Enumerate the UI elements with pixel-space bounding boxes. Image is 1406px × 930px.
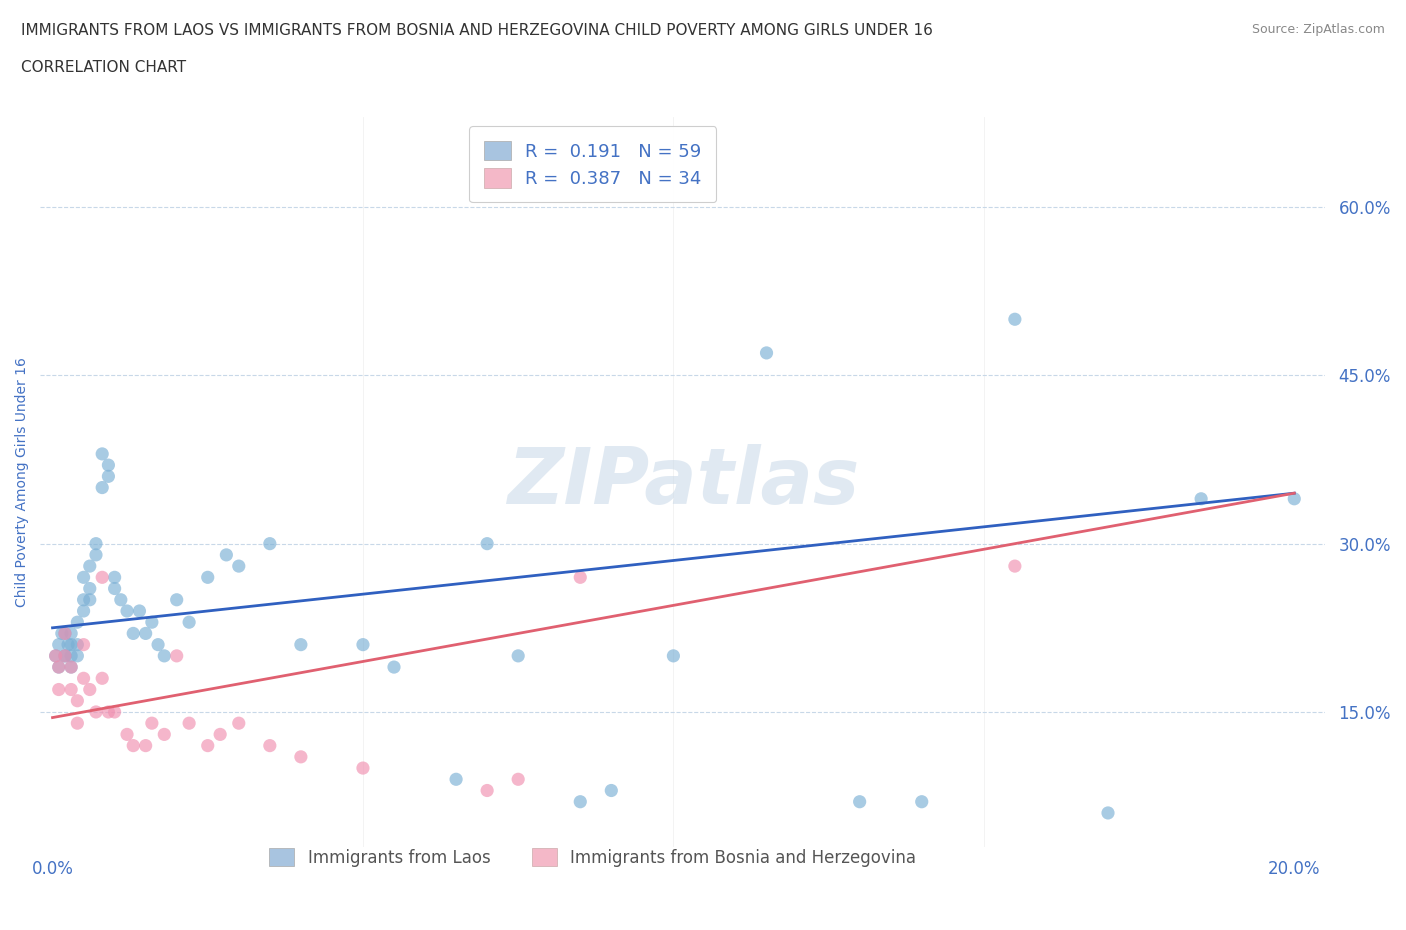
Point: [122, 738, 145, 753]
Point: [141, 615, 163, 630]
Point: [215, 548, 238, 563]
Point: [72, 570, 94, 585]
Point: [60, 682, 83, 697]
Point: [48, 637, 70, 652]
Point: [179, 615, 201, 630]
Point: [60, 637, 83, 652]
Point: [79, 592, 101, 607]
Point: [153, 648, 176, 663]
Point: [97, 705, 120, 720]
Point: [66, 615, 89, 630]
Point: [197, 570, 219, 585]
Point: [53, 626, 76, 641]
Point: [104, 705, 127, 720]
Point: [1004, 312, 1026, 326]
Point: [79, 581, 101, 596]
Point: [45, 648, 67, 663]
Point: [104, 581, 127, 596]
Point: [569, 794, 592, 809]
Point: [48, 659, 70, 674]
Point: [290, 637, 312, 652]
Point: [91, 446, 114, 461]
Point: [122, 626, 145, 641]
Text: Source: ZipAtlas.com: Source: ZipAtlas.com: [1251, 23, 1385, 36]
Point: [91, 480, 114, 495]
Point: [146, 637, 169, 652]
Point: [45, 648, 67, 663]
Point: [79, 682, 101, 697]
Point: [53, 648, 76, 663]
Point: [135, 738, 157, 753]
Point: [66, 693, 89, 708]
Point: [53, 626, 76, 641]
Point: [79, 559, 101, 574]
Point: [91, 570, 114, 585]
Point: [60, 626, 83, 641]
Point: [352, 637, 374, 652]
Point: [56, 637, 79, 652]
Point: [1284, 491, 1306, 506]
Point: [141, 716, 163, 731]
Point: [60, 659, 83, 674]
Point: [166, 648, 188, 663]
Point: [51, 626, 73, 641]
Point: [352, 761, 374, 776]
Point: [104, 570, 127, 585]
Point: [84, 548, 107, 563]
Point: [84, 705, 107, 720]
Point: [508, 772, 530, 787]
Point: [48, 682, 70, 697]
Point: [153, 727, 176, 742]
Point: [72, 637, 94, 652]
Point: [382, 659, 405, 674]
Point: [1097, 805, 1119, 820]
Point: [508, 648, 530, 663]
Point: [135, 626, 157, 641]
Point: [662, 648, 685, 663]
Text: IMMIGRANTS FROM LAOS VS IMMIGRANTS FROM BOSNIA AND HERZEGOVINA CHILD POVERTY AMO: IMMIGRANTS FROM LAOS VS IMMIGRANTS FROM …: [21, 23, 934, 38]
Legend: Immigrants from Laos, Immigrants from Bosnia and Herzegovina: Immigrants from Laos, Immigrants from Bo…: [257, 836, 928, 878]
Point: [84, 537, 107, 551]
Point: [166, 592, 188, 607]
Point: [110, 592, 132, 607]
Point: [197, 738, 219, 753]
Point: [1189, 491, 1212, 506]
Point: [53, 648, 76, 663]
Point: [60, 648, 83, 663]
Point: [179, 716, 201, 731]
Point: [848, 794, 870, 809]
Point: [259, 537, 281, 551]
Point: [66, 648, 89, 663]
Point: [755, 345, 778, 360]
Point: [475, 783, 498, 798]
Point: [53, 648, 76, 663]
Point: [97, 458, 120, 472]
Point: [569, 570, 592, 585]
Point: [48, 659, 70, 674]
Point: [1004, 559, 1026, 574]
Point: [66, 637, 89, 652]
Point: [444, 772, 467, 787]
Point: [259, 738, 281, 753]
Point: [475, 537, 498, 551]
Point: [209, 727, 232, 742]
Point: [72, 604, 94, 618]
Point: [91, 671, 114, 685]
Point: [600, 783, 623, 798]
Point: [228, 716, 250, 731]
Point: [97, 469, 120, 484]
Point: [66, 716, 89, 731]
Text: CORRELATION CHART: CORRELATION CHART: [21, 60, 186, 75]
Y-axis label: Child Poverty Among Girls Under 16: Child Poverty Among Girls Under 16: [15, 357, 30, 607]
Point: [911, 794, 934, 809]
Point: [115, 727, 138, 742]
Text: ZIPatlas: ZIPatlas: [506, 444, 859, 520]
Point: [228, 559, 250, 574]
Point: [115, 604, 138, 618]
Point: [290, 750, 312, 764]
Point: [72, 592, 94, 607]
Point: [60, 659, 83, 674]
Point: [128, 604, 150, 618]
Point: [72, 671, 94, 685]
